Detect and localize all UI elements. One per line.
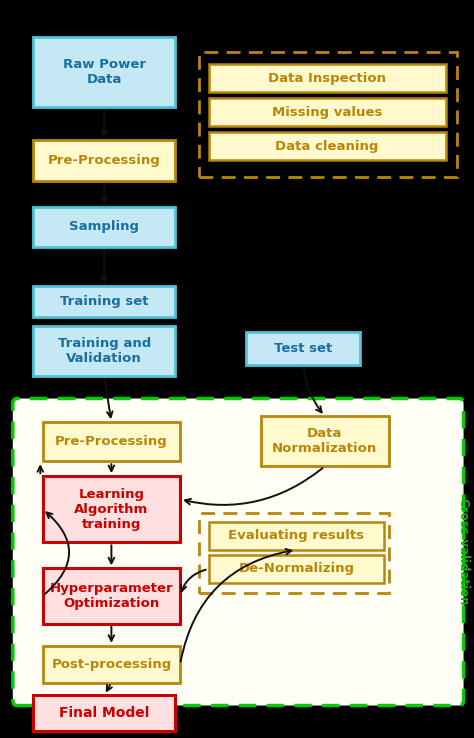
- Text: Cross-validation: Cross-validation: [456, 498, 470, 606]
- Text: Learning
Algorithm
training: Learning Algorithm training: [74, 488, 148, 531]
- Text: Training and
Validation: Training and Validation: [58, 337, 151, 365]
- FancyBboxPatch shape: [33, 286, 175, 317]
- Text: Hyperparameter
Optimization: Hyperparameter Optimization: [50, 582, 173, 610]
- FancyBboxPatch shape: [209, 555, 384, 583]
- FancyBboxPatch shape: [33, 695, 175, 731]
- Text: Post-processing: Post-processing: [51, 658, 172, 671]
- Text: De-Normalizing: De-Normalizing: [238, 562, 354, 576]
- Text: Missing values: Missing values: [272, 106, 382, 119]
- Text: Test set: Test set: [274, 342, 332, 355]
- FancyBboxPatch shape: [33, 37, 175, 107]
- FancyBboxPatch shape: [209, 522, 384, 550]
- FancyBboxPatch shape: [43, 646, 180, 683]
- Text: Sampling: Sampling: [69, 221, 139, 233]
- FancyBboxPatch shape: [209, 64, 446, 92]
- FancyBboxPatch shape: [246, 332, 360, 365]
- FancyBboxPatch shape: [209, 98, 446, 126]
- FancyBboxPatch shape: [33, 207, 175, 247]
- FancyBboxPatch shape: [43, 422, 180, 461]
- Text: Data
Normalization: Data Normalization: [272, 427, 377, 455]
- Text: Data Inspection: Data Inspection: [268, 72, 386, 85]
- FancyBboxPatch shape: [33, 326, 175, 376]
- FancyBboxPatch shape: [261, 416, 389, 466]
- Text: Pre-Processing: Pre-Processing: [48, 154, 161, 167]
- FancyBboxPatch shape: [33, 140, 175, 181]
- Text: Final Model: Final Model: [59, 706, 149, 720]
- Text: Evaluating results: Evaluating results: [228, 529, 364, 542]
- FancyBboxPatch shape: [209, 132, 446, 160]
- Text: Data cleaning: Data cleaning: [275, 139, 379, 153]
- FancyBboxPatch shape: [43, 568, 180, 624]
- Text: Raw Power
Data: Raw Power Data: [63, 58, 146, 86]
- FancyBboxPatch shape: [43, 476, 180, 542]
- FancyBboxPatch shape: [13, 399, 464, 706]
- Text: Pre-Processing: Pre-Processing: [55, 435, 168, 448]
- Text: Training set: Training set: [60, 295, 148, 308]
